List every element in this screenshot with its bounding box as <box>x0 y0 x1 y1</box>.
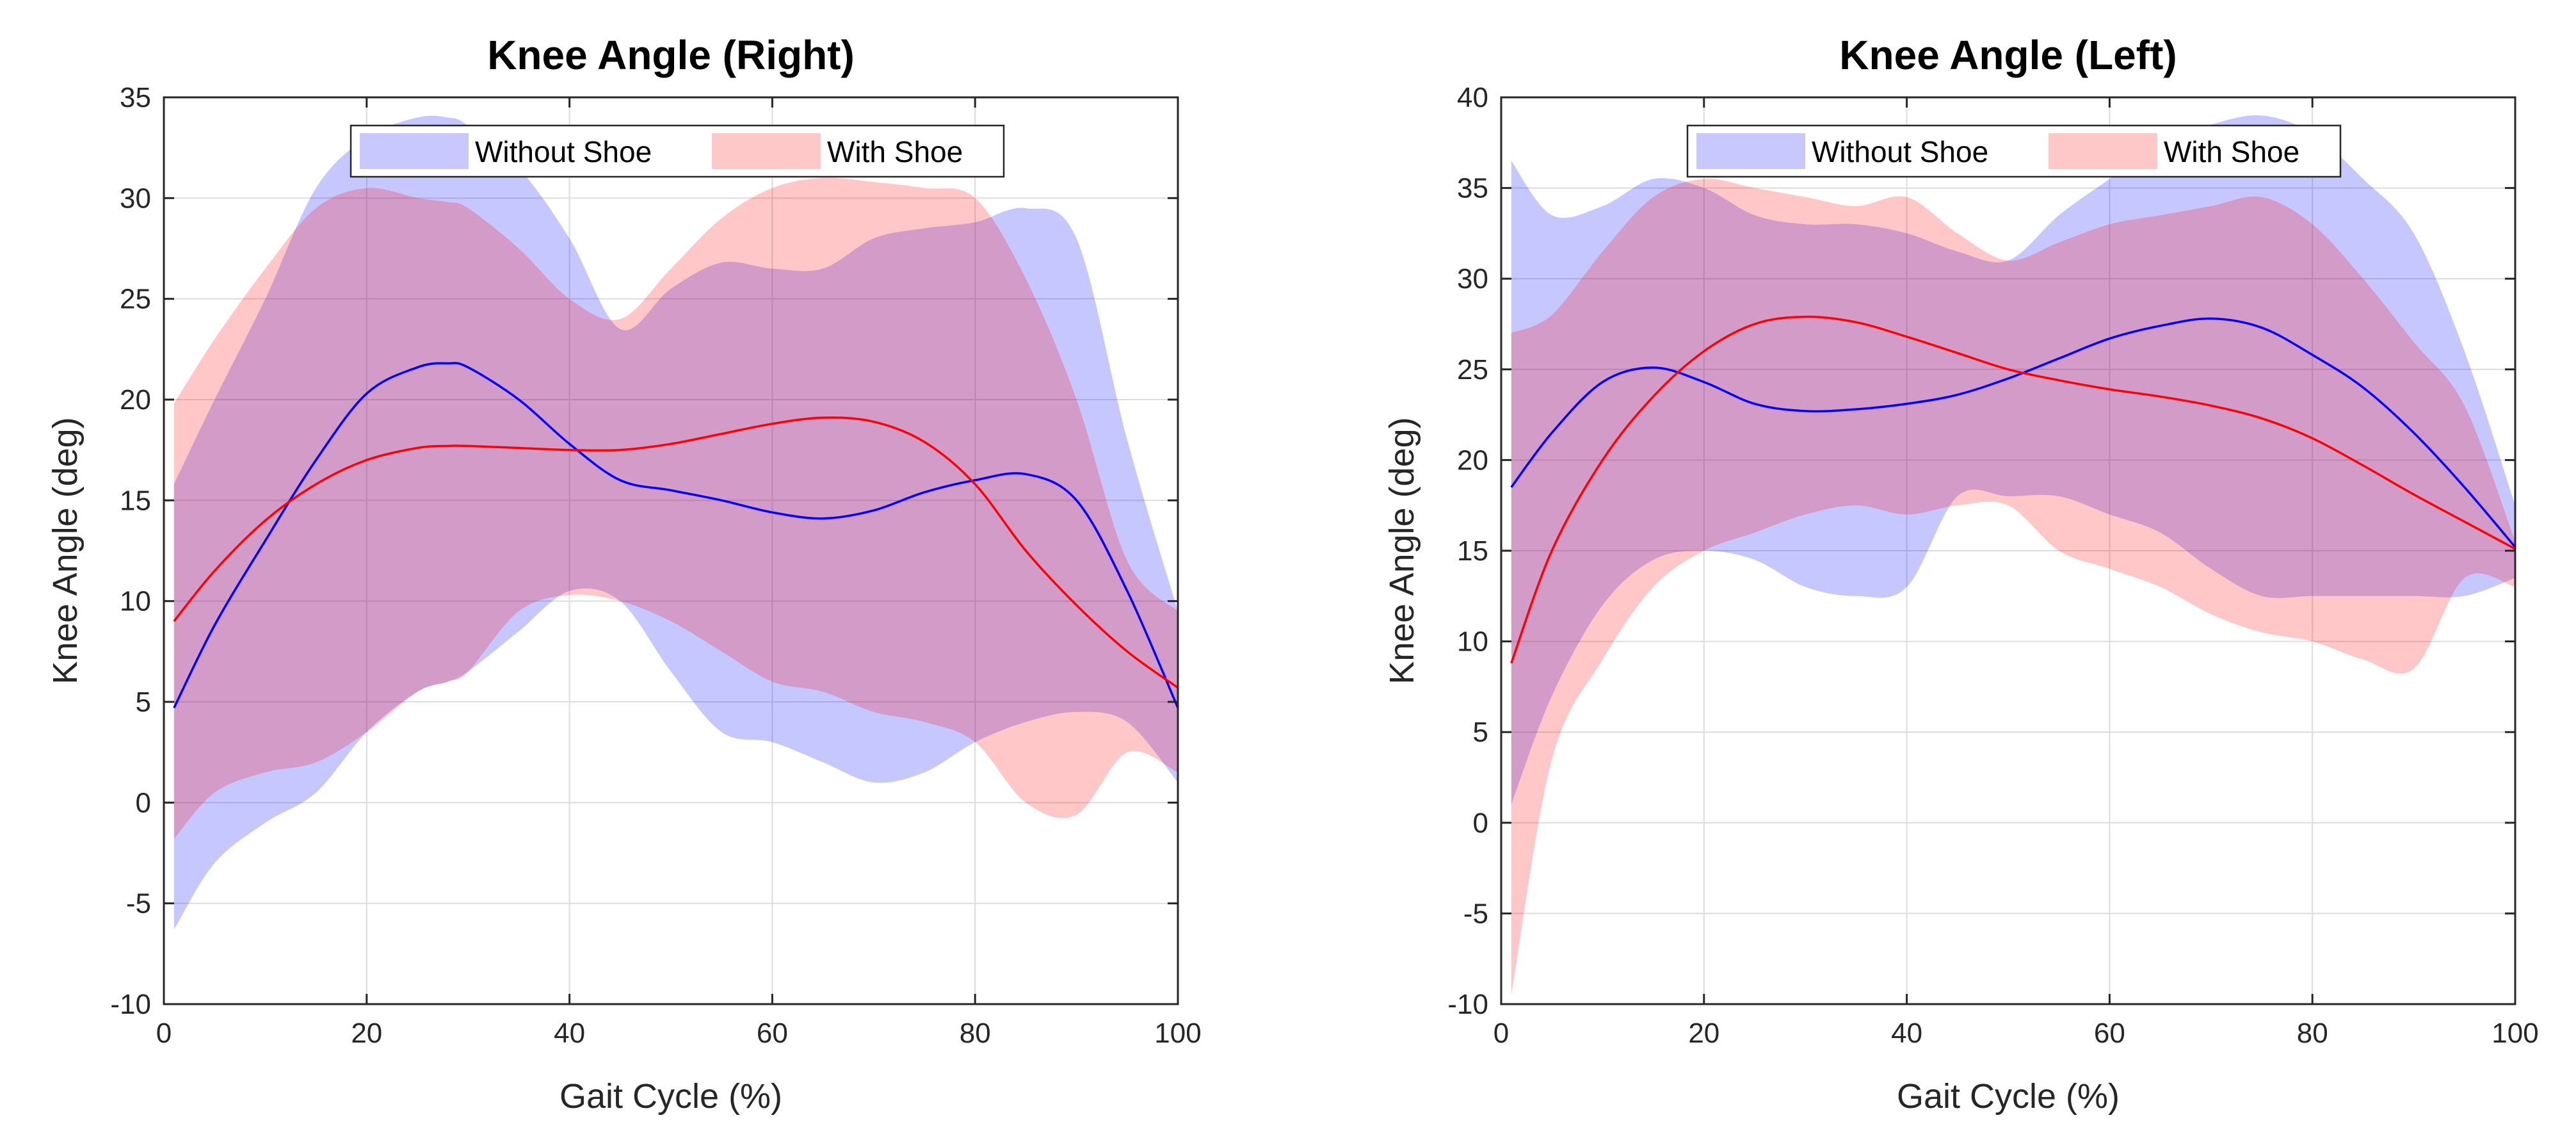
legend: Without Shoe With Shoe <box>350 124 1005 178</box>
y-tick-label: 5 <box>1473 717 1488 748</box>
y-tick-label: 35 <box>120 82 151 113</box>
axis-ticks: 0 20 40 60 80 100 -10 -5 0 5 10 15 20 25 30 35 <box>110 82 1201 1049</box>
confidence-bands <box>173 115 1178 930</box>
y-tick-label: -10 <box>110 989 151 1020</box>
y-tick-label: 15 <box>1457 535 1488 567</box>
x-tick-label: 0 <box>1493 1018 1509 1049</box>
y-tick-label: 25 <box>120 284 151 315</box>
legend: Without Shoe With Shoe <box>1686 124 2342 178</box>
y-axis-label: Knee Angle (deg) <box>1383 417 1421 684</box>
band-without-shoe <box>1511 115 2515 805</box>
y-tick-label: 20 <box>1457 444 1488 476</box>
legend-label-with-shoe: With Shoe <box>2164 135 2299 168</box>
chart-knee-angle-right: 0 20 40 60 80 100 -10 -5 0 5 10 15 20 25 30 35 Knee Ang… <box>46 32 1202 1116</box>
x-tick-label: 20 <box>1688 1018 1719 1049</box>
chart-title: Knee Angle (Right) <box>487 32 855 78</box>
y-tick-label: 0 <box>136 787 151 818</box>
mean-line-with-shoe <box>173 416 1179 689</box>
y-tick-label: 5 <box>136 686 151 718</box>
legend-swatch-without-shoe <box>1696 133 1805 169</box>
x-tick-label: 20 <box>351 1018 382 1049</box>
legend-label-without-shoe: Without Shoe <box>1812 135 1988 168</box>
legend-label-with-shoe: With Shoe <box>827 135 963 168</box>
y-tick-label: 30 <box>1457 263 1488 295</box>
mean-line-with-shoe <box>1510 315 2516 664</box>
chart-title: Knee Angle (Left) <box>1839 32 2177 78</box>
y-tick-label: -10 <box>1447 989 1488 1020</box>
legend-swatch-without-shoe <box>360 133 469 169</box>
x-axis-label: Gait Cycle (%) <box>1897 1077 2120 1116</box>
x-tick-label: 40 <box>1891 1018 1922 1049</box>
y-tick-label: -5 <box>1463 898 1488 929</box>
y-tick-label: 0 <box>1473 808 1488 839</box>
x-tick-label: 60 <box>757 1018 788 1049</box>
x-tick-label: 80 <box>960 1018 991 1049</box>
y-tick-label: 25 <box>1457 354 1488 386</box>
mean-line-without-shoe <box>173 362 1179 709</box>
y-tick-label: 30 <box>120 183 151 214</box>
x-tick-label: 0 <box>156 1018 172 1049</box>
y-tick-label: 10 <box>1457 626 1488 658</box>
grid-lines <box>1501 97 2515 1004</box>
y-tick-label: 35 <box>1457 173 1488 204</box>
x-axis-label: Gait Cycle (%) <box>559 1077 782 1116</box>
mean-lines <box>173 362 1179 709</box>
legend-label-without-shoe: Without Shoe <box>475 135 652 168</box>
axes-frame <box>163 96 1179 1005</box>
mean-lines <box>1510 315 2516 664</box>
band-with-shoe <box>1511 179 2515 995</box>
legend-swatch-with-shoe <box>712 133 821 169</box>
y-tick-label: -5 <box>126 888 151 920</box>
x-tick-label: 40 <box>554 1018 585 1049</box>
x-tick-label: 80 <box>2297 1018 2328 1049</box>
legend-swatch-with-shoe <box>2049 133 2157 169</box>
chart-knee-angle-left: 0 20 40 60 80 100 -10 -5 0 5 10 15 20 25 30 35 40 Knee A… <box>1383 32 2539 1116</box>
axis-ticks: 0 20 40 60 80 100 -10 -5 0 5 10 15 20 25 30 35 40 <box>1447 82 2538 1049</box>
y-axis-label: Knee Angle (deg) <box>46 417 85 684</box>
y-tick-label: 10 <box>120 586 151 617</box>
y-tick-label: 15 <box>120 485 151 516</box>
grid-lines <box>164 97 1178 1004</box>
x-tick-label: 100 <box>2491 1018 2538 1049</box>
band-without-shoe <box>173 115 1178 930</box>
y-tick-label: 40 <box>1457 82 1488 113</box>
plot-area <box>164 97 1178 1004</box>
x-tick-label: 60 <box>2094 1018 2125 1049</box>
mean-line-without-shoe <box>1510 317 2516 548</box>
x-tick-label: 100 <box>1154 1018 1201 1049</box>
confidence-bands <box>1511 115 2515 995</box>
y-tick-label: 20 <box>120 384 151 416</box>
band-with-shoe <box>173 177 1178 839</box>
